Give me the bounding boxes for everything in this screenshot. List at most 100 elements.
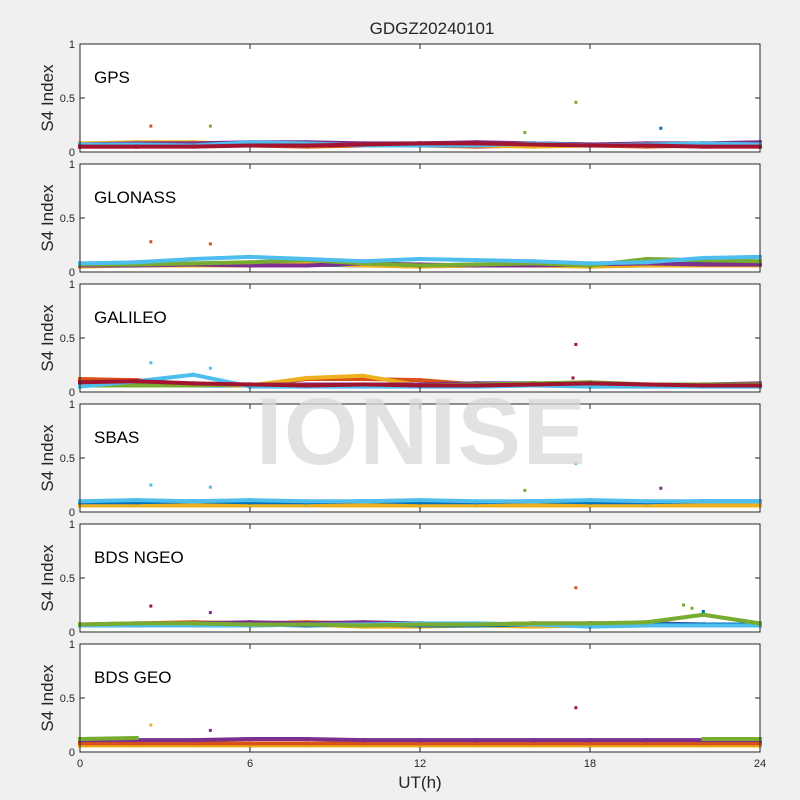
panel-label: SBAS bbox=[94, 428, 139, 447]
series-segment bbox=[193, 143, 251, 149]
y-tick-label: 0 bbox=[69, 147, 75, 159]
series-segment bbox=[79, 379, 137, 385]
series-segment bbox=[589, 260, 647, 266]
series-segment bbox=[249, 498, 307, 504]
series-segment bbox=[419, 262, 477, 268]
series-segment bbox=[363, 498, 421, 504]
y-tick-label: 0.5 bbox=[60, 333, 75, 345]
series-segment bbox=[306, 142, 364, 148]
y-tick-label: 0 bbox=[69, 267, 75, 279]
y-tick-label: 0.5 bbox=[60, 693, 75, 705]
watermark: IONISE bbox=[256, 379, 586, 485]
y-axis-label: S4 Index bbox=[38, 304, 57, 372]
series bbox=[78, 498, 762, 504]
series-segment bbox=[79, 621, 137, 627]
outlier-point bbox=[208, 485, 212, 489]
series-segment bbox=[306, 373, 364, 380]
data-point bbox=[701, 255, 706, 260]
outlier-point bbox=[149, 361, 153, 365]
series-segment bbox=[193, 621, 251, 627]
series-segment bbox=[363, 622, 421, 628]
series-segment bbox=[79, 735, 137, 742]
subplot-5: 0 0.5 1 BDS NGEO S4 Index bbox=[38, 519, 762, 639]
y-tick-label: 1 bbox=[69, 639, 75, 651]
outlier-point bbox=[523, 131, 527, 135]
y-tick-label: 0.5 bbox=[60, 573, 75, 585]
outlier-point bbox=[208, 366, 212, 370]
series bbox=[78, 503, 762, 508]
y-tick-label: 0 bbox=[69, 747, 75, 759]
series-segment bbox=[703, 141, 761, 147]
series-segment bbox=[476, 261, 534, 267]
y-tick-label: 0 bbox=[69, 507, 75, 519]
y-axis-label: S4 Index bbox=[38, 664, 57, 732]
series-segment bbox=[589, 381, 647, 387]
series-segment bbox=[249, 140, 307, 146]
y-tick-label: 0 bbox=[69, 627, 75, 639]
series-segment bbox=[646, 255, 704, 265]
series bbox=[78, 141, 762, 149]
y-axis-label: S4 Index bbox=[38, 544, 57, 612]
series-segment bbox=[476, 258, 534, 264]
x-axis-label: UT(h) bbox=[398, 773, 441, 792]
outlier-point bbox=[208, 242, 212, 246]
subplot-3: 0 0.5 1 GALILEO S4 Index bbox=[38, 279, 762, 399]
plot-area bbox=[80, 44, 760, 152]
outlier-point bbox=[149, 124, 153, 128]
plot-area bbox=[80, 164, 760, 272]
series-segment bbox=[136, 261, 194, 267]
series-segment bbox=[703, 258, 761, 264]
series-segment bbox=[193, 498, 251, 504]
series-segment bbox=[476, 382, 534, 388]
panel-label: GALILEO bbox=[94, 308, 167, 327]
series bbox=[78, 379, 762, 388]
data-point bbox=[134, 735, 139, 740]
outlier-point bbox=[659, 486, 663, 490]
series-segment bbox=[136, 257, 194, 265]
series-segment bbox=[419, 498, 477, 504]
series-segment bbox=[589, 620, 647, 626]
plot-area bbox=[80, 524, 760, 632]
y-tick-label: 0.5 bbox=[60, 453, 75, 465]
outlier-point bbox=[701, 609, 705, 613]
panel-label: BDS NGEO bbox=[94, 548, 184, 567]
series-segment bbox=[589, 623, 647, 629]
series-segment bbox=[193, 260, 251, 266]
series-segment bbox=[533, 142, 591, 148]
y-tick-label: 0.5 bbox=[60, 93, 75, 105]
series-segment bbox=[79, 498, 137, 504]
panel-label: GPS bbox=[94, 68, 130, 87]
outlier-point bbox=[574, 100, 578, 104]
y-tick-label: 1 bbox=[69, 399, 75, 411]
series-segment bbox=[589, 498, 647, 504]
series-segment bbox=[306, 257, 364, 264]
series-segment bbox=[193, 254, 251, 262]
outlier-point bbox=[149, 240, 153, 244]
series-segment bbox=[136, 379, 194, 386]
outlier-point bbox=[574, 461, 578, 465]
series-segment bbox=[79, 260, 137, 266]
series-segment bbox=[533, 259, 591, 266]
outlier-point bbox=[690, 606, 694, 610]
outlier-point bbox=[149, 604, 153, 608]
y-tick-label: 1 bbox=[69, 159, 75, 171]
outlier-point bbox=[571, 376, 575, 380]
series-segment bbox=[363, 141, 421, 147]
outlier-point bbox=[523, 488, 527, 492]
series-segment bbox=[363, 382, 421, 388]
outlier-point bbox=[659, 126, 663, 130]
x-tick-label: 24 bbox=[754, 758, 766, 770]
subplot-1: 0 0.5 1 GPS S4 Index bbox=[38, 39, 762, 159]
series-segment bbox=[646, 143, 704, 149]
series-segment bbox=[703, 254, 761, 260]
series-segment bbox=[646, 612, 704, 625]
series-segment bbox=[193, 381, 251, 387]
series bbox=[78, 743, 762, 748]
subplot-2: 0 0.5 1 GLONASS S4 Index bbox=[38, 159, 762, 279]
outlier-point bbox=[208, 124, 212, 128]
y-tick-label: 0 bbox=[69, 387, 75, 399]
subplot-4: 0 0.5 1 SBAS S4 Index bbox=[38, 399, 762, 519]
series-segment bbox=[533, 261, 591, 268]
outlier-point bbox=[682, 603, 685, 607]
